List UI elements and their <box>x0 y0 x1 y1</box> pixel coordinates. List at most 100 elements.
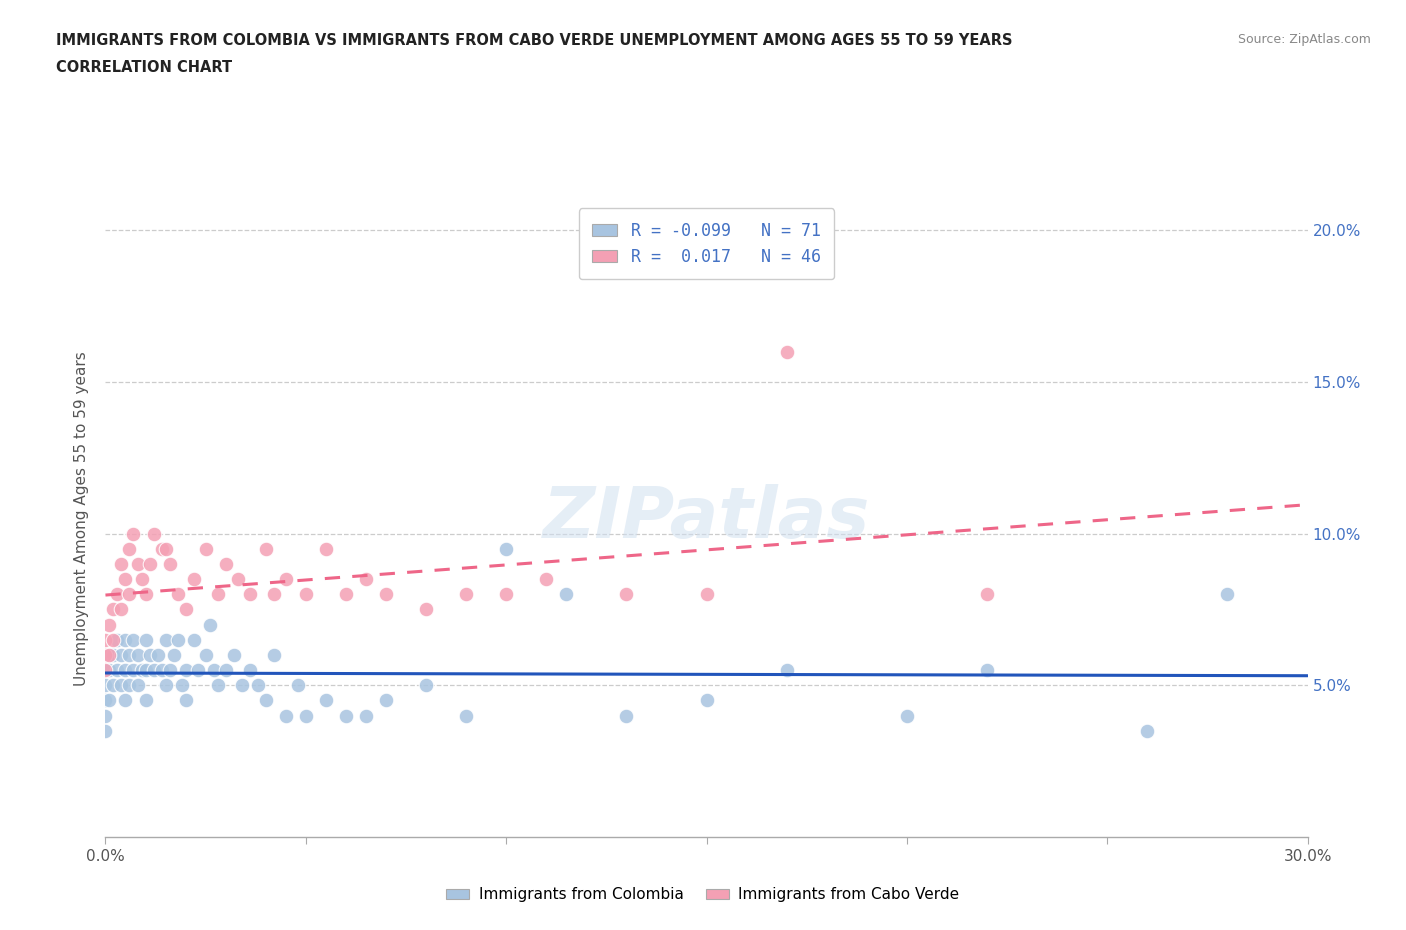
Point <box>110 556 132 571</box>
Point <box>696 693 718 708</box>
Point <box>159 556 181 571</box>
Point <box>135 632 157 647</box>
Point <box>155 678 177 693</box>
Point <box>98 647 121 662</box>
Point <box>315 693 337 708</box>
Point <box>231 678 253 693</box>
Point <box>118 541 141 556</box>
Point <box>118 678 141 693</box>
Point <box>110 647 132 662</box>
Point <box>127 647 149 662</box>
Point <box>103 678 125 693</box>
Point <box>183 632 205 647</box>
Point <box>135 663 157 678</box>
Point <box>495 587 517 602</box>
Point <box>214 663 236 678</box>
Point <box>135 587 157 602</box>
Point <box>616 587 638 602</box>
Point <box>555 587 578 602</box>
Point <box>194 647 217 662</box>
Point <box>495 541 517 556</box>
Point <box>214 556 236 571</box>
Point <box>131 663 153 678</box>
Point <box>1136 724 1159 738</box>
Point <box>374 693 398 708</box>
Point <box>616 709 638 724</box>
Point <box>335 709 357 724</box>
Point <box>118 587 141 602</box>
Point <box>98 693 121 708</box>
Point <box>295 587 318 602</box>
Point <box>263 587 285 602</box>
Point <box>118 647 141 662</box>
Point <box>295 709 318 724</box>
Point <box>110 602 132 617</box>
Point <box>103 647 125 662</box>
Point <box>94 647 117 662</box>
Point <box>127 678 149 693</box>
Point <box>107 632 129 647</box>
Point <box>122 632 145 647</box>
Point <box>150 541 173 556</box>
Point <box>98 647 121 662</box>
Point <box>198 618 221 632</box>
Point <box>94 693 117 708</box>
Point <box>207 587 229 602</box>
Point <box>114 572 136 587</box>
Point <box>142 663 165 678</box>
Point <box>155 632 177 647</box>
Point <box>335 587 357 602</box>
Text: IMMIGRANTS FROM COLOMBIA VS IMMIGRANTS FROM CABO VERDE UNEMPLOYMENT AMONG AGES 5: IMMIGRANTS FROM COLOMBIA VS IMMIGRANTS F… <box>56 33 1012 47</box>
Point <box>239 663 262 678</box>
Y-axis label: Unemployment Among Ages 55 to 59 years: Unemployment Among Ages 55 to 59 years <box>75 352 90 685</box>
Point <box>254 693 277 708</box>
Point <box>776 344 799 359</box>
Text: CORRELATION CHART: CORRELATION CHART <box>56 60 232 75</box>
Point <box>415 678 437 693</box>
Point <box>222 647 245 662</box>
Point <box>94 724 117 738</box>
Point <box>107 663 129 678</box>
Point <box>534 572 557 587</box>
Point <box>183 572 205 587</box>
Point <box>103 632 125 647</box>
Point <box>122 526 145 541</box>
Point <box>263 647 285 662</box>
Point <box>94 709 117 724</box>
Point <box>174 602 197 617</box>
Point <box>454 709 477 724</box>
Point <box>98 663 121 678</box>
Point <box>254 541 277 556</box>
Point <box>776 663 799 678</box>
Point <box>107 587 129 602</box>
Point <box>127 556 149 571</box>
Point <box>94 678 117 693</box>
Point <box>194 541 217 556</box>
Point <box>354 709 377 724</box>
Point <box>94 663 117 678</box>
Text: Source: ZipAtlas.com: Source: ZipAtlas.com <box>1237 33 1371 46</box>
Point <box>159 663 181 678</box>
Point <box>202 663 225 678</box>
Point <box>274 709 297 724</box>
Point <box>138 556 160 571</box>
Legend: Immigrants from Colombia, Immigrants from Cabo Verde: Immigrants from Colombia, Immigrants fro… <box>440 882 966 909</box>
Point <box>274 572 297 587</box>
Point <box>354 572 377 587</box>
Point <box>315 541 337 556</box>
Point <box>1216 587 1239 602</box>
Point <box>122 663 145 678</box>
Point <box>131 572 153 587</box>
Point <box>150 663 173 678</box>
Point <box>114 632 136 647</box>
Point <box>187 663 209 678</box>
Point <box>454 587 477 602</box>
Point <box>146 647 169 662</box>
Point <box>170 678 193 693</box>
Point <box>174 693 197 708</box>
Point <box>110 678 132 693</box>
Point <box>239 587 262 602</box>
Point <box>207 678 229 693</box>
Point <box>98 618 121 632</box>
Point <box>142 526 165 541</box>
